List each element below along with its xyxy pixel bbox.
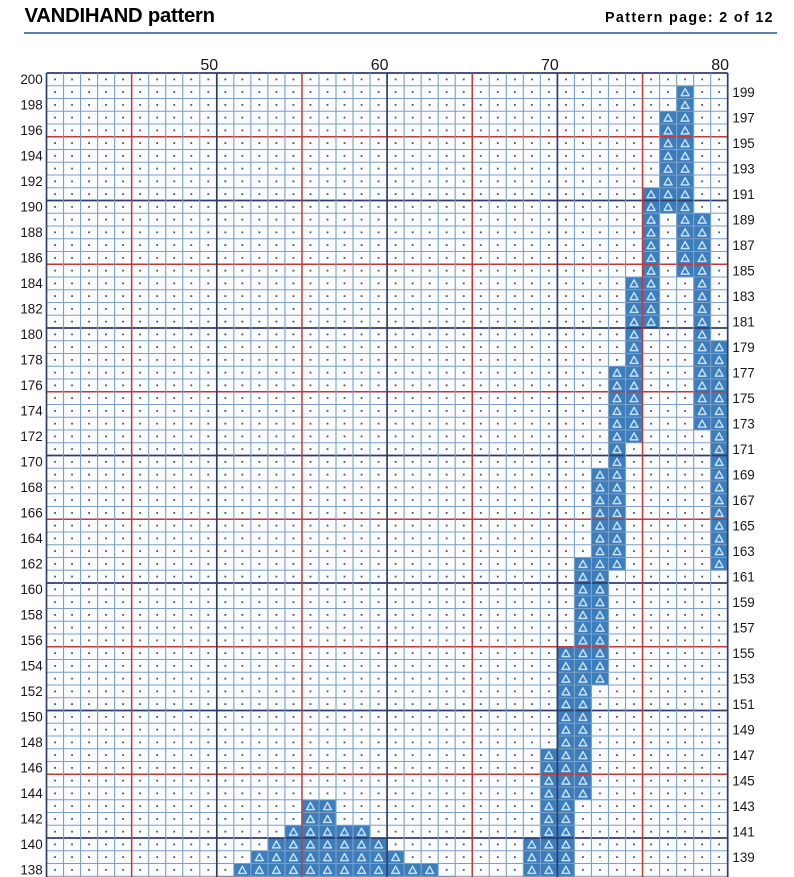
svg-text:153: 153 — [732, 671, 754, 686]
svg-text:185: 185 — [732, 263, 754, 278]
svg-text:152: 152 — [20, 684, 42, 699]
svg-text:177: 177 — [732, 365, 754, 380]
svg-text:148: 148 — [20, 735, 42, 750]
svg-text:170: 170 — [20, 455, 42, 470]
svg-text:139: 139 — [732, 850, 754, 865]
svg-text:138: 138 — [20, 863, 42, 877]
svg-text:173: 173 — [732, 416, 754, 431]
svg-text:141: 141 — [732, 824, 754, 839]
svg-text:158: 158 — [20, 608, 42, 623]
svg-text:168: 168 — [20, 480, 42, 495]
svg-text:194: 194 — [20, 149, 43, 164]
svg-text:50: 50 — [200, 57, 218, 74]
svg-text:180: 180 — [20, 327, 42, 342]
svg-text:156: 156 — [20, 633, 42, 648]
svg-text:142: 142 — [20, 812, 42, 827]
svg-text:179: 179 — [732, 340, 754, 355]
svg-text:164: 164 — [20, 531, 43, 546]
svg-text:184: 184 — [20, 276, 43, 291]
svg-text:159: 159 — [732, 595, 754, 610]
svg-text:193: 193 — [732, 161, 754, 176]
svg-text:196: 196 — [20, 123, 42, 138]
svg-text:169: 169 — [732, 467, 754, 482]
svg-text:197: 197 — [732, 110, 754, 125]
svg-text:175: 175 — [732, 391, 754, 406]
svg-text:174: 174 — [20, 404, 43, 419]
svg-text:176: 176 — [20, 378, 42, 393]
svg-text:146: 146 — [20, 761, 42, 776]
svg-text:181: 181 — [732, 314, 754, 329]
svg-text:190: 190 — [20, 200, 42, 215]
svg-text:188: 188 — [20, 225, 42, 240]
svg-text:143: 143 — [732, 799, 754, 814]
svg-text:195: 195 — [732, 136, 754, 151]
svg-text:147: 147 — [732, 748, 754, 763]
svg-text:161: 161 — [732, 569, 754, 584]
svg-text:60: 60 — [371, 57, 389, 74]
svg-text:166: 166 — [20, 506, 42, 521]
svg-text:162: 162 — [20, 557, 42, 572]
svg-text:157: 157 — [732, 620, 754, 635]
svg-text:144: 144 — [20, 786, 43, 801]
svg-text:200: 200 — [20, 72, 42, 87]
svg-text:154: 154 — [20, 659, 43, 674]
svg-text:163: 163 — [732, 544, 754, 559]
svg-text:178: 178 — [20, 353, 42, 368]
svg-text:189: 189 — [732, 212, 754, 227]
svg-text:165: 165 — [732, 518, 754, 533]
svg-text:191: 191 — [732, 187, 754, 202]
svg-text:182: 182 — [20, 302, 42, 317]
svg-text:183: 183 — [732, 289, 754, 304]
svg-text:151: 151 — [732, 697, 754, 712]
svg-text:140: 140 — [20, 837, 42, 852]
svg-text:70: 70 — [541, 57, 559, 74]
svg-text:199: 199 — [732, 85, 754, 100]
svg-text:155: 155 — [732, 646, 754, 661]
svg-text:150: 150 — [20, 710, 42, 725]
svg-text:145: 145 — [732, 773, 754, 788]
svg-text:160: 160 — [20, 582, 42, 597]
svg-text:172: 172 — [20, 429, 42, 444]
svg-text:198: 198 — [20, 98, 42, 113]
svg-text:149: 149 — [732, 722, 754, 737]
svg-text:171: 171 — [732, 442, 754, 457]
svg-text:192: 192 — [20, 174, 42, 189]
svg-text:167: 167 — [732, 493, 754, 508]
svg-text:187: 187 — [732, 238, 754, 253]
svg-text:80: 80 — [711, 57, 729, 74]
svg-text:186: 186 — [20, 251, 42, 266]
